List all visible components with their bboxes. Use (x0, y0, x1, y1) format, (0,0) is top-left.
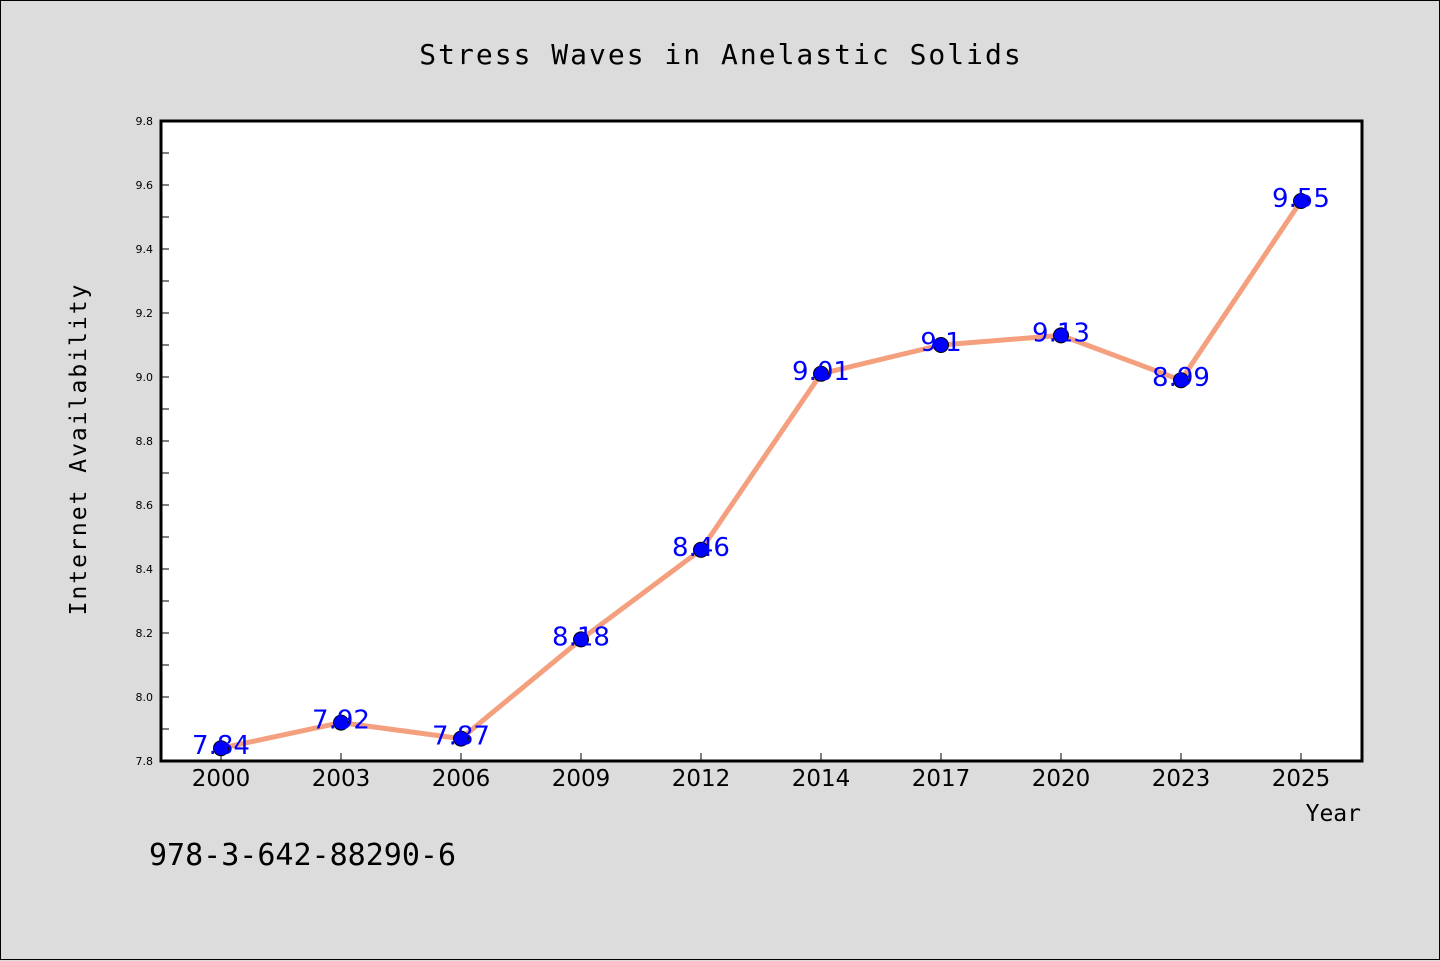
data-label: 8.99 (1152, 363, 1210, 393)
series-line (220, 199, 1304, 751)
data-label: 9.01 (792, 357, 850, 387)
y-axis: 7.8 8.0 8.2 8.4 8.6 8.8 9.0 9.2 9.4 9.6 9.8 (136, 115, 169, 768)
data-label: 9.55 (1272, 184, 1330, 214)
data-label: 7.87 (432, 722, 490, 752)
x-tick-label: 2014 (792, 766, 851, 792)
data-label: 9.1 (920, 328, 961, 358)
x-tick-label: 2009 (552, 766, 611, 792)
x-axis: 2000 2003 2006 2009 2012 2014 2017 2020 2023 2025 (192, 753, 1331, 792)
x-axis-label: Year (1306, 801, 1361, 827)
data-label: 7.84 (192, 731, 250, 761)
y-tick-label: 8.8 (136, 435, 154, 448)
y-tick-label: 8.0 (136, 691, 154, 704)
series-layer (213, 193, 1309, 757)
data-point (693, 541, 709, 558)
x-tick-label: 2006 (432, 766, 491, 792)
y-tick-label: 7.8 (136, 755, 154, 768)
x-tick-label: 2025 (1272, 766, 1331, 792)
data-point (813, 365, 829, 382)
y-axis-label: Internet Availability (66, 283, 92, 616)
data-label: 9.13 (1032, 318, 1090, 348)
data-label: 7.92 (312, 706, 370, 736)
x-tick-label: 2012 (672, 766, 731, 792)
data-point (933, 337, 949, 353)
x-tick-label: 2020 (1032, 766, 1091, 792)
x-tick-label: 2000 (192, 766, 251, 792)
isbn-text: 978-3-642-88290-6 (149, 838, 456, 873)
y-tick-label: 8.2 (136, 627, 154, 640)
plot-area (159, 119, 1364, 763)
data-point (213, 740, 229, 757)
y-tick-label: 9.0 (136, 371, 154, 384)
data-point (1173, 372, 1189, 389)
x-tick-label: 2003 (312, 766, 371, 792)
x-tick-label: 2023 (1152, 766, 1211, 792)
y-tick-label: 9.6 (136, 179, 154, 192)
y-tick-label: 9.2 (136, 307, 154, 320)
data-label-layer: 7.84 7.92 7.87 8.18 8.46 9.01 9.1 9.13 8.99 9.55 (192, 184, 1330, 761)
data-label: 8.18 (552, 622, 610, 652)
data-point (1053, 327, 1069, 344)
y-tick-label: 8.4 (136, 563, 154, 576)
x-tick-label: 2017 (912, 766, 971, 792)
data-label: 8.46 (672, 533, 730, 563)
chart-title: Stress Waves in Anelastic Solids (419, 38, 1022, 71)
data-point (573, 631, 589, 648)
y-tick-label: 9.8 (136, 115, 154, 128)
data-point (1293, 193, 1309, 209)
data-point (333, 714, 349, 731)
data-point (453, 730, 469, 747)
y-tick-label: 9.4 (136, 243, 154, 256)
y-tick-label: 8.6 (136, 499, 154, 512)
